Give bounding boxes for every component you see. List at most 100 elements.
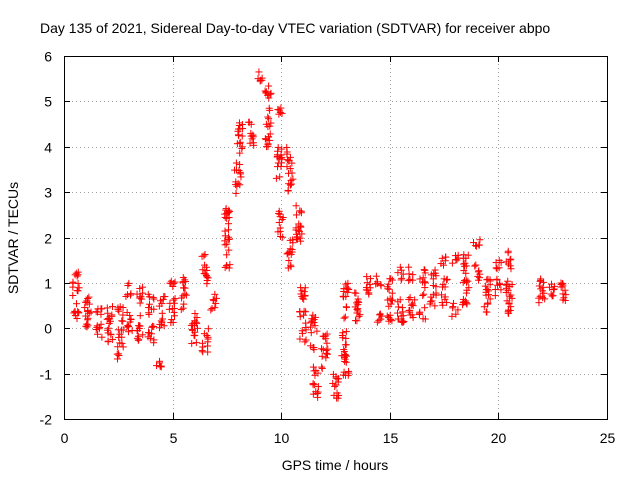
data-point bbox=[463, 278, 471, 286]
data-point bbox=[383, 312, 391, 320]
data-point bbox=[497, 286, 505, 294]
data-point bbox=[201, 251, 209, 259]
data-point bbox=[341, 313, 349, 321]
data-point bbox=[310, 319, 318, 327]
data-point bbox=[74, 287, 82, 295]
data-point bbox=[136, 294, 144, 302]
data-point bbox=[297, 223, 305, 231]
data-point bbox=[301, 291, 309, 299]
data-point bbox=[339, 329, 347, 337]
data-point bbox=[223, 240, 231, 248]
data-point bbox=[364, 286, 372, 294]
data-point bbox=[353, 317, 361, 325]
data-point bbox=[265, 115, 273, 123]
data-point bbox=[363, 279, 371, 287]
data-point bbox=[181, 290, 189, 298]
data-point bbox=[286, 153, 294, 161]
data-point bbox=[156, 320, 164, 328]
data-point bbox=[460, 267, 468, 275]
data-point bbox=[223, 251, 231, 259]
data-point bbox=[307, 329, 315, 337]
data-point bbox=[483, 308, 491, 316]
data-point bbox=[109, 303, 117, 311]
data-point bbox=[469, 239, 477, 247]
data-point bbox=[107, 331, 115, 339]
data-point bbox=[292, 202, 300, 210]
data-point bbox=[255, 68, 263, 76]
data-point bbox=[272, 174, 280, 182]
data-point bbox=[264, 113, 272, 121]
data-point bbox=[170, 308, 178, 316]
data-point bbox=[502, 288, 510, 296]
data-point bbox=[203, 332, 211, 340]
data-point bbox=[179, 278, 187, 286]
data-point bbox=[165, 305, 173, 313]
data-point bbox=[116, 339, 124, 347]
data-point bbox=[225, 235, 233, 243]
data-point bbox=[388, 276, 396, 284]
data-point bbox=[209, 296, 217, 304]
data-point bbox=[393, 309, 401, 317]
data-point bbox=[232, 178, 240, 186]
data-point bbox=[115, 307, 123, 315]
data-point bbox=[85, 293, 93, 301]
data-point bbox=[421, 269, 429, 277]
data-point bbox=[437, 291, 445, 299]
data-point bbox=[114, 355, 122, 363]
data-point bbox=[276, 213, 284, 221]
data-point bbox=[236, 161, 244, 169]
data-point bbox=[136, 312, 144, 320]
data-point bbox=[507, 291, 515, 299]
data-point bbox=[168, 305, 176, 313]
data-point bbox=[420, 290, 428, 298]
data-point bbox=[384, 285, 392, 293]
data-point bbox=[207, 306, 215, 314]
data-point bbox=[149, 294, 157, 302]
data-point bbox=[297, 284, 305, 292]
data-point bbox=[400, 318, 408, 326]
data-point bbox=[221, 227, 229, 235]
data-point bbox=[504, 277, 512, 285]
data-point bbox=[193, 319, 201, 327]
y-tick-label: -1 bbox=[40, 367, 53, 383]
data-point bbox=[126, 318, 134, 326]
x-axis-label: GPS time / hours bbox=[282, 457, 389, 473]
data-point bbox=[344, 279, 352, 287]
data-point bbox=[308, 315, 316, 323]
data-point bbox=[432, 283, 440, 291]
data-point bbox=[286, 236, 294, 244]
data-point bbox=[167, 319, 175, 327]
data-point bbox=[342, 328, 350, 336]
data-point bbox=[408, 300, 416, 308]
data-point bbox=[372, 272, 380, 280]
data-point bbox=[535, 294, 543, 302]
data-point bbox=[279, 233, 287, 241]
data-point bbox=[145, 300, 153, 308]
data-point bbox=[317, 345, 325, 353]
data-point bbox=[199, 266, 207, 274]
data-point bbox=[448, 312, 456, 320]
data-point bbox=[507, 255, 515, 263]
data-point bbox=[221, 263, 229, 271]
data-point bbox=[233, 182, 241, 190]
data-point bbox=[537, 285, 545, 293]
data-point bbox=[559, 290, 567, 298]
data-point bbox=[285, 180, 293, 188]
data-point bbox=[506, 282, 514, 290]
data-point bbox=[274, 147, 282, 155]
data-point bbox=[126, 311, 134, 319]
data-point bbox=[267, 119, 275, 127]
data-point bbox=[116, 330, 124, 338]
data-point bbox=[202, 272, 210, 280]
data-point bbox=[309, 344, 317, 352]
plot-frame bbox=[64, 56, 608, 420]
data-point bbox=[232, 189, 240, 197]
data-point bbox=[342, 358, 350, 366]
data-point bbox=[75, 309, 83, 317]
data-point bbox=[94, 308, 102, 316]
data-point bbox=[98, 305, 106, 313]
data-point bbox=[354, 295, 362, 303]
data-point bbox=[311, 313, 319, 321]
data-point bbox=[236, 125, 244, 133]
